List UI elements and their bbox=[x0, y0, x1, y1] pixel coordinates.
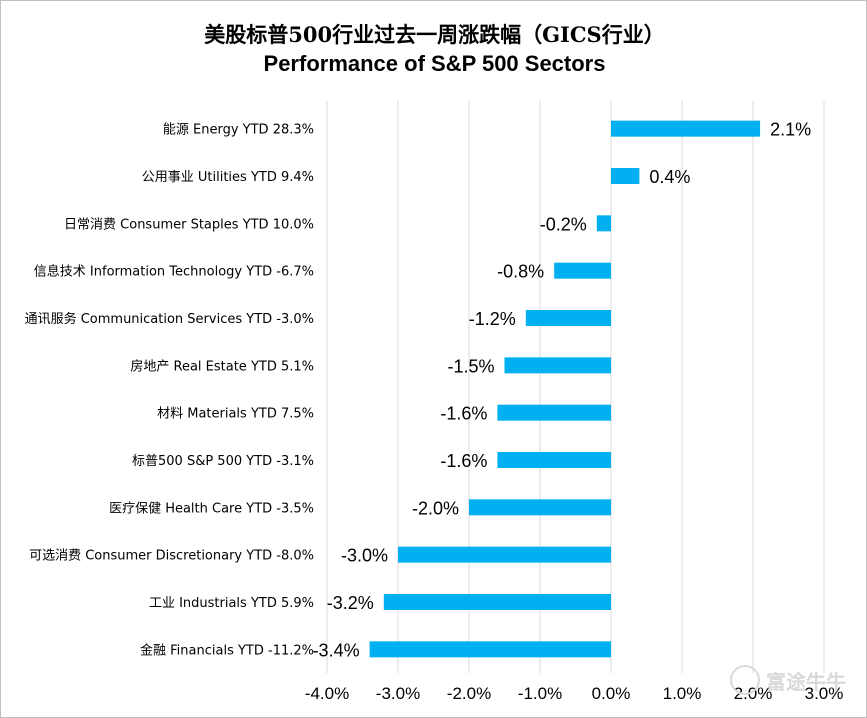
data-label: -1.2% bbox=[469, 309, 516, 329]
bar bbox=[497, 404, 611, 421]
watermark: 富途牛牛 bbox=[730, 665, 846, 695]
bar bbox=[611, 168, 640, 184]
x-tick-label: 3.0% bbox=[805, 684, 844, 703]
category-label: 能源 Energy YTD 28.3% bbox=[163, 123, 314, 138]
category-label: 房地产 Real Estate YTD 5.1% bbox=[130, 358, 314, 374]
x-tick-label: -2.0% bbox=[447, 684, 491, 703]
bar bbox=[596, 215, 611, 232]
bar bbox=[497, 452, 611, 468]
watermark-text: 富途牛牛 bbox=[766, 669, 846, 694]
data-label: 0.4% bbox=[649, 167, 690, 187]
category-label: 通讯服务 Communication Services YTD -3.0% bbox=[25, 311, 314, 327]
category-label: 日常消费 Consumer Staples YTD 10.0% bbox=[64, 217, 314, 232]
data-label: -3.4% bbox=[313, 640, 360, 660]
data-label: -3.2% bbox=[327, 593, 374, 613]
x-tick-label: 0.0% bbox=[592, 684, 631, 703]
data-label: -1.6% bbox=[440, 404, 487, 424]
category-label: 标普500 S&P 500 YTD -3.1% bbox=[132, 454, 314, 469]
category-label: 可选消费 Consumer Discretionary YTD -8.0% bbox=[29, 549, 314, 564]
x-tick-label: 1.0% bbox=[663, 684, 702, 703]
category-label: 工业 Industrials YTD 5.9% bbox=[149, 596, 314, 611]
data-label: -2.0% bbox=[412, 498, 459, 518]
watermark-logo-icon bbox=[730, 665, 760, 695]
category-label: 金融 Financials YTD -11.2% bbox=[140, 642, 314, 658]
category-label: 材料 Materials YTD 7.5% bbox=[157, 407, 314, 422]
x-tick-label: -1.0% bbox=[518, 684, 562, 703]
bar bbox=[525, 310, 611, 326]
bar bbox=[554, 262, 611, 279]
data-label: 2.1% bbox=[770, 120, 811, 140]
bar bbox=[369, 641, 611, 658]
data-label: -1.5% bbox=[447, 356, 494, 376]
x-tick-label: -4.0% bbox=[305, 684, 349, 703]
category-label: 医疗保健 Health Care YTD -3.5% bbox=[109, 501, 314, 516]
category-label: 公用事业 Utilities YTD 9.4% bbox=[142, 170, 314, 185]
bar bbox=[504, 357, 611, 374]
data-label: -1.6% bbox=[440, 451, 487, 471]
data-label: -0.2% bbox=[540, 214, 587, 234]
x-tick-label: -3.0% bbox=[376, 684, 420, 703]
category-label: 信息技术 Information Technology YTD -6.7% bbox=[34, 264, 314, 280]
data-label: -3.0% bbox=[341, 546, 388, 566]
bar bbox=[383, 594, 611, 610]
chart-title-chinese: 美股标普500行业过去一周涨跌幅（GICS行业） bbox=[204, 22, 665, 47]
bar bbox=[398, 546, 611, 563]
chart-title-english: Performance of S&P 500 Sectors bbox=[263, 51, 606, 76]
bar bbox=[469, 499, 611, 516]
bar bbox=[611, 120, 761, 137]
data-label: -0.8% bbox=[497, 262, 544, 282]
